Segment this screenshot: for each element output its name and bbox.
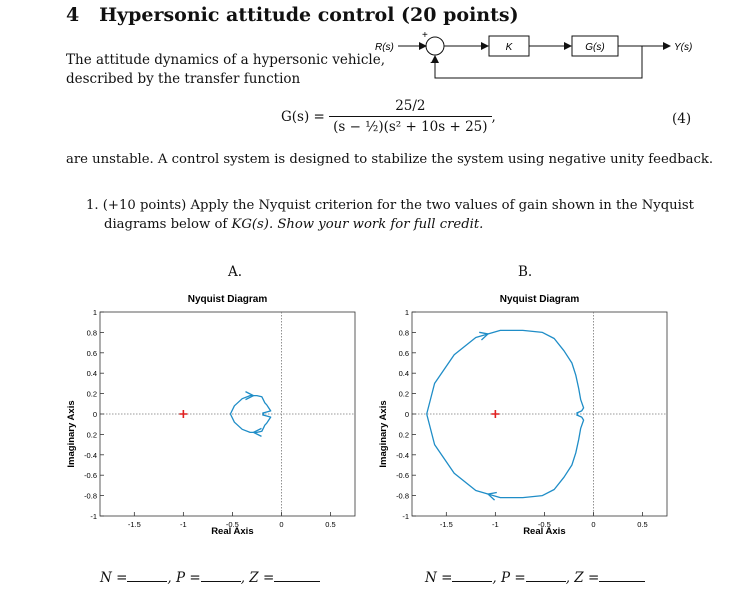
plot-b-xtick-label: 0	[591, 520, 595, 529]
output-label: Y(s)	[674, 42, 692, 53]
feedback-path	[431, 46, 643, 79]
question-text-c: . Show your work for full credit.	[268, 217, 484, 232]
answer-b-z-label: , Z =	[565, 570, 600, 586]
transfer-function: G(s) = 25/2 (s − ½)(s² + 10s + 25) ,	[281, 98, 496, 135]
answer-a-n-field[interactable]	[127, 569, 168, 582]
plot-a-critical-point	[179, 410, 188, 418]
plus-sign: +	[422, 30, 428, 41]
plot-a-xtick-label: -0.5	[226, 520, 239, 529]
plot-a-ytick-label: -0.4	[84, 451, 97, 460]
nyquist-plot-b: Nyquist Diagram -1.5 -1 -0.5 0 0.5 1 0.8 0.6 0.4 0…	[378, 294, 668, 537]
block-diagram: R(s) + − K G(s) Y(s)	[375, 30, 692, 79]
plot-a-title: Nyquist Diagram	[188, 294, 268, 305]
answer-b-n-field[interactable]	[452, 569, 493, 582]
instability-sentence: are unstable. A control system is design…	[66, 152, 714, 167]
eq-lhs: G(s) =	[281, 108, 325, 125]
eq-numerator: 25/2	[329, 98, 492, 117]
plot-b-xtick-label: -1	[492, 520, 499, 529]
problem-title: Hypersonic attitude control (20 points)	[99, 4, 519, 26]
answer-b-n-label: N =	[425, 570, 453, 586]
plot-a-ylabel: Imaginary Axis	[66, 400, 77, 467]
plot-a-xlabel: Real Axis	[211, 526, 253, 537]
plot-b-ytick-label: 0.8	[399, 328, 409, 337]
plot-b-xlabel: Real Axis	[523, 526, 565, 537]
plot-a-arrow-upper	[245, 391, 255, 401]
plot-b-ytick-label: 0.6	[399, 349, 409, 358]
equation-number: (4)	[672, 111, 692, 127]
plot-a-ytick-label: 0.4	[87, 369, 97, 378]
plot-a-xtick-label: 0	[279, 520, 283, 529]
problem-number: 4	[66, 4, 80, 26]
plot-a-label: A.	[228, 264, 243, 280]
answer-a-p-field[interactable]	[200, 569, 241, 582]
intro-line-1: The attitude dynamics of a hypersonic ve…	[66, 52, 386, 68]
input-label: R(s)	[375, 42, 394, 53]
gain-label: K	[506, 42, 514, 53]
plot-a-xtick-label: 0.5	[325, 520, 335, 529]
answer-a-p-label: , P =	[167, 570, 201, 586]
plot-a-ytick-label: -0.6	[84, 471, 97, 480]
plot-a-arrow-lower	[252, 427, 262, 437]
plot-b-ytick-label: 0.4	[399, 369, 409, 378]
question-line-2: diagrams below of KG(s). Show your work …	[104, 215, 483, 235]
plot-b-label: B.	[518, 264, 533, 280]
plot-a-xtick-label: -1.5	[128, 520, 141, 529]
intro-line-2: described by the transfer function	[66, 71, 301, 87]
plant-label: G(s)	[585, 42, 604, 53]
plot-a-ytick-label: 0.2	[87, 430, 97, 439]
plot-a-ytick-label: -1	[90, 512, 97, 521]
plot-a-xtick-label: -1	[180, 520, 187, 529]
plot-b-ytick-label: -1	[402, 512, 409, 521]
plot-a-ytick-label: 0	[93, 410, 97, 419]
plot-b-critical-point	[491, 410, 500, 418]
answers-b: N = , P = , Z =	[425, 568, 646, 588]
question-line-1: 1. (+10 points) Apply the Nyquist criter…	[86, 198, 694, 213]
question-expression: KG(s)	[231, 217, 269, 232]
plot-a-ytick-label: -0.8	[84, 492, 97, 501]
answer-a-n-label: N =	[100, 570, 128, 586]
answer-a-z-field[interactable]	[274, 569, 321, 582]
plot-b-ytick-label: -0.8	[396, 492, 409, 501]
minus-sign: −	[430, 57, 436, 69]
plot-a-ytick-label: 0.6	[87, 349, 97, 358]
plot-b-ytick-label: -0.6	[396, 471, 409, 480]
plot-a-nyquist-curve	[229, 394, 272, 434]
nyquist-plot-a: Nyquist Diagram -1.5 -1 -0.5 0 0.5 1 0.8 0.6 0.4 0…	[66, 294, 356, 537]
plot-b-ytick-label: -0.4	[396, 451, 409, 460]
eq-denominator: (s − ½)(s² + 10s + 25)	[333, 119, 488, 135]
plot-a-ytick-label: 0.8	[87, 328, 97, 337]
plot-b-ytick-label: 0	[405, 410, 409, 419]
question-text-a: diagrams below of	[104, 217, 232, 232]
plot-b-xtick-label: -1.5	[440, 520, 453, 529]
problem-heading: 4 Hypersonic attitude control (20 points…	[66, 4, 519, 26]
plot-b-arrow-upper	[479, 331, 490, 341]
answer-b-p-label: , P =	[492, 570, 526, 586]
eq-tail: ,	[491, 108, 496, 125]
plot-b-ytick-label: 0.2	[399, 390, 409, 399]
summing-junction	[425, 36, 445, 56]
plot-b-arrow-lower	[486, 491, 497, 501]
plot-a-ytick-label: 0.2	[87, 390, 97, 399]
answers-a: N = , P = , Z =	[100, 568, 321, 588]
plot-b-title: Nyquist Diagram	[500, 294, 580, 305]
answer-b-z-field[interactable]	[599, 569, 646, 582]
plot-a-ytick-label: 1	[93, 308, 97, 317]
eq-fraction: 25/2 (s − ½)(s² + 10s + 25)	[329, 98, 492, 135]
plot-b-ytick-label: 1	[405, 308, 409, 317]
plot-b-ytick-label: 0.2	[399, 430, 409, 439]
plot-b-nyquist-curve	[426, 329, 585, 499]
plot-b-ylabel: Imaginary Axis	[378, 400, 389, 467]
plot-b-xtick-label: 0.5	[637, 520, 647, 529]
answer-b-p-field[interactable]	[525, 569, 566, 582]
answer-a-z-label: , Z =	[240, 570, 275, 586]
plot-b-xtick-label: -0.5	[538, 520, 551, 529]
